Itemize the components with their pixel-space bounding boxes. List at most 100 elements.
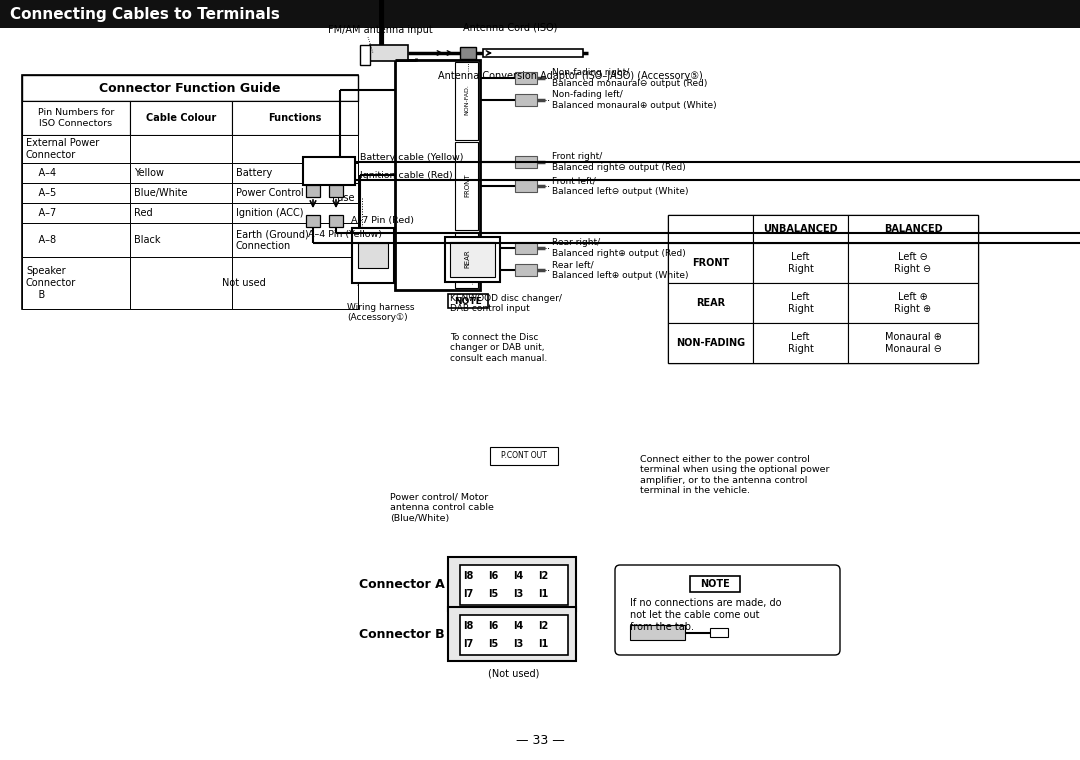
Bar — [450, 242, 495, 277]
Text: A–7: A–7 — [26, 208, 56, 218]
Text: I8: I8 — [463, 572, 473, 581]
Text: Power Control: Power Control — [237, 188, 303, 198]
Text: Monaural ⊕
Monaural ⊖: Monaural ⊕ Monaural ⊖ — [885, 332, 942, 354]
Bar — [232, 257, 357, 309]
Text: I7: I7 — [463, 639, 473, 649]
Text: Black: Black — [134, 235, 161, 245]
Bar — [232, 135, 357, 163]
Text: NON-FADING: NON-FADING — [676, 338, 745, 348]
Text: I6: I6 — [488, 572, 498, 581]
Bar — [455, 232, 478, 288]
Bar — [848, 215, 978, 243]
Text: Front left/
Balanced left⊖ output (White): Front left/ Balanced left⊖ output (White… — [552, 176, 689, 196]
Bar — [669, 215, 753, 243]
Text: — 33 —: — 33 — — [515, 733, 565, 746]
Bar — [360, 45, 370, 65]
Bar — [130, 257, 232, 309]
Text: REAR: REAR — [696, 298, 725, 308]
Bar — [22, 223, 130, 257]
Bar — [483, 49, 583, 57]
Text: If no connections are made, do
not let the cable come out
from the tab.: If no connections are made, do not let t… — [630, 598, 782, 632]
Text: Pin Numbers for
ISO Connectors: Pin Numbers for ISO Connectors — [38, 108, 114, 128]
Text: Connector A: Connector A — [360, 578, 445, 591]
Text: Connector Function Guide: Connector Function Guide — [99, 81, 281, 94]
Text: Not used: Not used — [222, 278, 266, 288]
Text: NON-FAD.: NON-FAD. — [464, 84, 470, 116]
Text: I8: I8 — [463, 621, 473, 632]
Text: Left
Right: Left Right — [787, 332, 813, 354]
Bar — [352, 228, 394, 283]
Bar — [669, 215, 978, 363]
Text: Battery cable (Yellow): Battery cable (Yellow) — [360, 153, 463, 162]
Bar — [130, 223, 232, 257]
Text: Left ⊕
Right ⊕: Left ⊕ Right ⊕ — [894, 292, 932, 314]
Bar — [630, 625, 685, 640]
Bar — [130, 135, 232, 163]
Text: A–4: A–4 — [26, 168, 56, 178]
Text: Left ⊖
Right ⊖: Left ⊖ Right ⊖ — [894, 252, 932, 274]
Bar — [329, 185, 343, 197]
Text: FRONT: FRONT — [692, 258, 729, 268]
Bar — [753, 243, 848, 283]
Bar — [460, 47, 476, 59]
Text: (Not used): (Not used) — [488, 669, 540, 679]
Bar — [490, 447, 558, 465]
Bar — [848, 323, 978, 363]
Text: Wiring harness
(Accessory①): Wiring harness (Accessory①) — [347, 303, 415, 322]
Text: I5: I5 — [488, 639, 498, 649]
Bar — [448, 557, 576, 611]
Bar — [669, 283, 753, 323]
Text: UNBALANCED: UNBALANCED — [764, 224, 838, 234]
Text: I4: I4 — [513, 621, 523, 632]
Text: Earth (Ground)
Connection: Earth (Ground) Connection — [237, 230, 309, 251]
Bar — [22, 257, 130, 309]
Bar — [22, 203, 130, 223]
Text: Left
Right: Left Right — [787, 292, 813, 314]
Bar — [460, 565, 568, 605]
Text: Front right/
Balanced right⊖ output (Red): Front right/ Balanced right⊖ output (Red… — [552, 152, 686, 172]
Text: Speaker
Connector
    B: Speaker Connector B — [26, 267, 77, 299]
Bar — [232, 183, 357, 203]
Bar — [395, 60, 480, 290]
Bar — [515, 264, 537, 276]
Text: Red: Red — [134, 208, 152, 218]
Bar — [306, 185, 320, 197]
Bar — [357, 243, 388, 268]
Text: Battery: Battery — [237, 168, 272, 178]
Bar — [515, 94, 537, 106]
Bar — [753, 283, 848, 323]
Text: I2: I2 — [538, 572, 549, 581]
Text: Antenna Cord (ISO): Antenna Cord (ISO) — [463, 23, 557, 33]
Bar — [22, 135, 130, 163]
Bar — [370, 45, 408, 61]
Text: Blue/White: Blue/White — [134, 188, 188, 198]
Bar — [455, 62, 478, 140]
Bar — [306, 215, 320, 227]
Bar — [515, 242, 537, 254]
Bar — [329, 215, 343, 227]
Text: I5: I5 — [488, 589, 498, 599]
Bar — [22, 75, 357, 309]
Text: Fuse: Fuse — [332, 193, 354, 203]
Text: KENWOOD disc changer/
DAB control input: KENWOOD disc changer/ DAB control input — [450, 294, 562, 313]
Bar — [690, 576, 740, 592]
Bar — [22, 183, 130, 203]
Text: I2: I2 — [538, 621, 549, 632]
Text: REAR: REAR — [464, 250, 470, 268]
Bar — [0, 0, 1080, 28]
Bar — [130, 163, 232, 183]
Text: Non-fading left/
Balanced monaural⊕ output (White): Non-fading left/ Balanced monaural⊕ outp… — [552, 90, 717, 109]
Bar — [669, 323, 753, 363]
Bar — [22, 101, 130, 135]
Bar — [515, 72, 537, 84]
Text: I3: I3 — [513, 639, 523, 649]
Text: Yellow: Yellow — [134, 168, 164, 178]
Text: Rear left/
Balanced left⊕ output (White): Rear left/ Balanced left⊕ output (White) — [552, 260, 689, 280]
Bar — [130, 101, 232, 135]
Text: Connecting Cables to Terminals: Connecting Cables to Terminals — [10, 7, 280, 21]
Bar — [232, 203, 357, 223]
Bar — [232, 163, 357, 183]
Text: Connector B: Connector B — [360, 629, 445, 641]
Text: To connect the Disc
changer or DAB unit,
consult each manual.: To connect the Disc changer or DAB unit,… — [450, 333, 548, 363]
Bar — [303, 157, 355, 185]
